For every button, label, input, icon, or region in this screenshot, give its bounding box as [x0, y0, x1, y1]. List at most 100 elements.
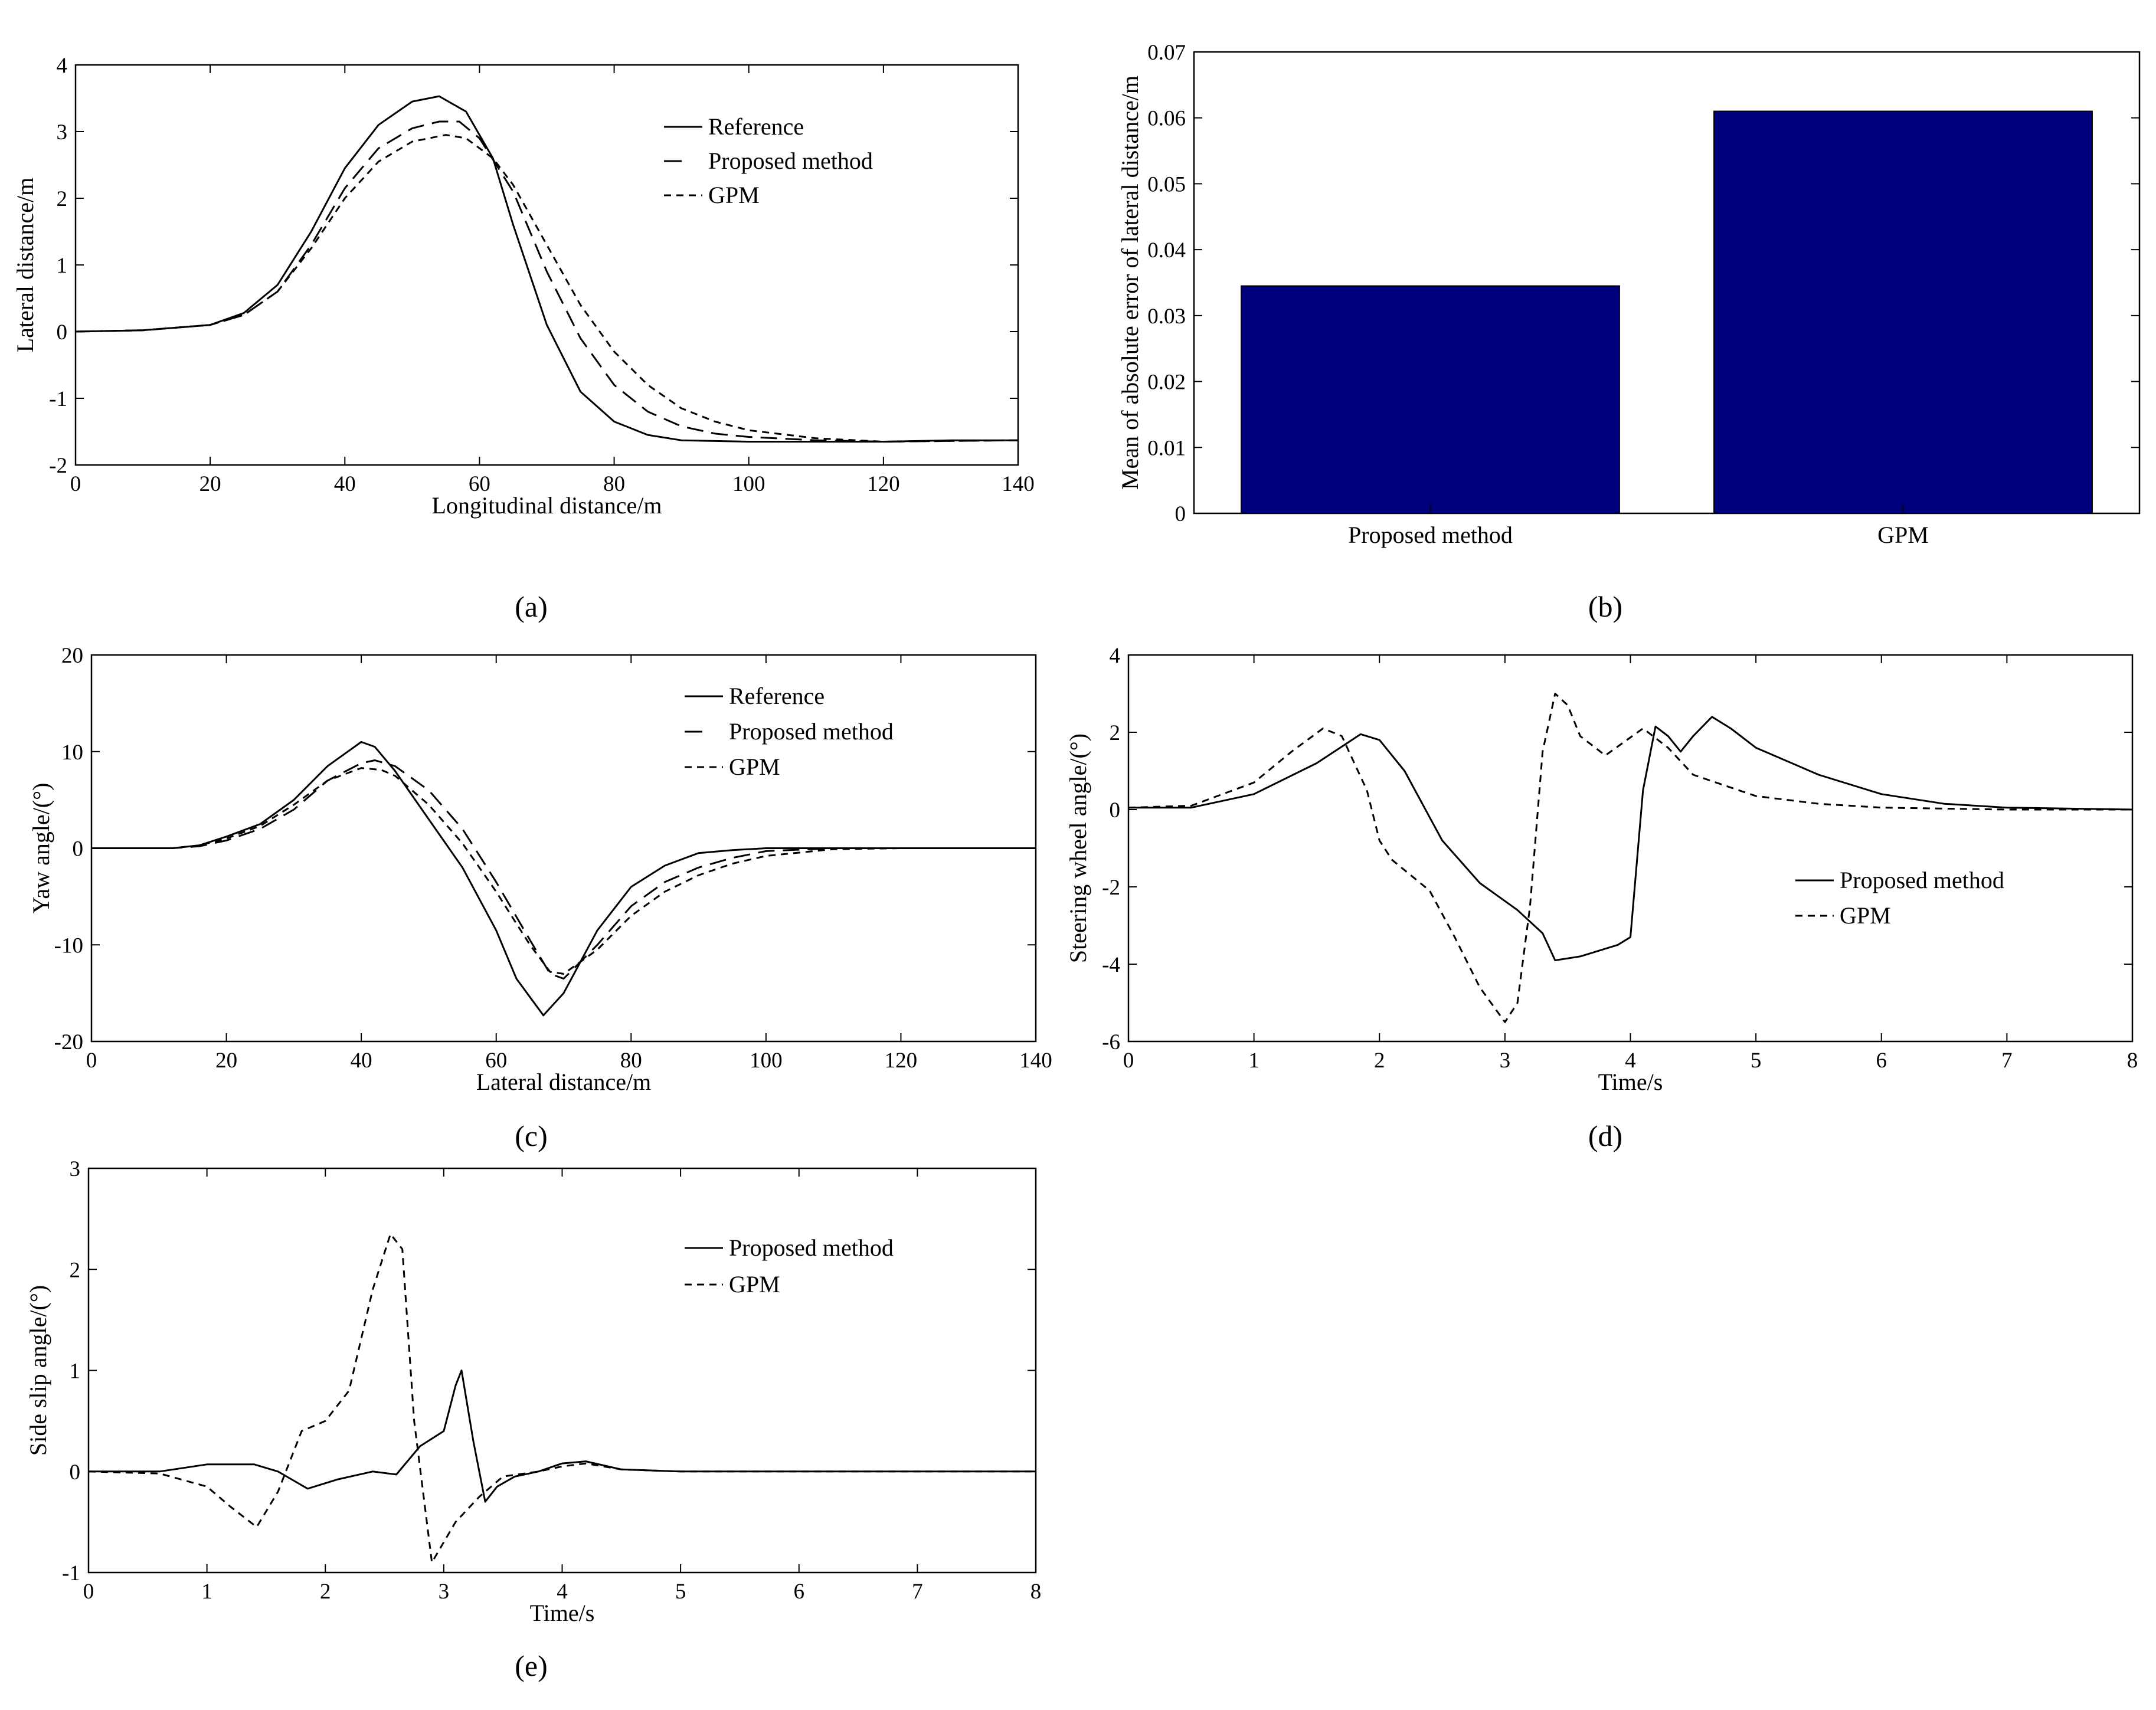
x-tick-label: 6	[1876, 1049, 1887, 1073]
x-tick-label: 40	[351, 1049, 372, 1073]
x-tick-label: 60	[485, 1049, 507, 1073]
legend-label: GPM	[1840, 902, 1891, 929]
y-tick-label: 0	[1110, 798, 1121, 823]
x-tick-label: 20	[215, 1049, 237, 1073]
x-tick-label: 80	[620, 1049, 642, 1073]
y-axis-label: Yaw angle/(°)	[28, 783, 54, 914]
y-tick-label: 3	[70, 1157, 81, 1181]
panel-label: (b)	[1588, 590, 1622, 623]
x-tick-label: 100	[750, 1049, 783, 1073]
y-tick-label: 0.01	[1147, 436, 1186, 460]
legend-label: GPM	[708, 182, 760, 208]
x-axis-label: Lateral distance/m	[476, 1069, 652, 1095]
x-tick-label: 140	[1002, 472, 1035, 496]
x-tick-label: 7	[912, 1580, 923, 1604]
y-tick-label: 2	[70, 1258, 81, 1282]
legend-label: Proposed method	[1840, 867, 2004, 893]
x-tick-label: 100	[732, 472, 765, 496]
panel-a: -2 -1 0 1 2 3 4 Lateral distance/m (a) 0 20 40 60 80 1…	[12, 54, 1035, 623]
y-tick-label: 0.05	[1147, 172, 1186, 196]
x-tick-label: 0	[83, 1580, 94, 1604]
x-tick-label: 40	[334, 472, 356, 496]
x-tick-label: 8	[1030, 1580, 1042, 1604]
x-tick-label: 0	[86, 1049, 97, 1073]
y-tick-label: 0.07	[1147, 41, 1186, 65]
y-tick-label: -2	[49, 454, 67, 478]
legend-label: Proposed method	[708, 148, 873, 174]
y-tick-label: 3	[57, 120, 68, 145]
x-tick-label: 60	[469, 472, 490, 496]
x-tick-label: 5	[675, 1580, 686, 1604]
series-line-gpm	[88, 1233, 1036, 1564]
x-tick-label: 3	[1500, 1049, 1511, 1073]
x-tick-label: 0	[1123, 1049, 1134, 1073]
x-tick-label: 0	[70, 472, 81, 496]
legend-label: Reference	[729, 683, 825, 709]
y-tick-label: -10	[54, 933, 83, 958]
y-axis-label: Side slip angle/(°)	[25, 1285, 51, 1456]
x-axis-label: Time/s	[530, 1600, 595, 1626]
y-tick-label: 4	[57, 54, 68, 78]
panel-label: (a)	[515, 590, 548, 623]
x-tick-label: 20	[199, 472, 221, 496]
panel-label: (e)	[515, 1649, 548, 1682]
legend-label: Proposed method	[729, 1234, 894, 1261]
y-tick-label: 10	[61, 741, 83, 765]
series-line-gpm	[75, 134, 1019, 443]
y-axis-label: Steering wheel angle/(°)	[1065, 733, 1091, 963]
series-line-proposed-method	[1128, 716, 2133, 961]
panel-label: (d)	[1588, 1119, 1622, 1152]
series-line-proposed-method	[89, 1370, 1036, 1503]
x-tick-label: 1	[1248, 1049, 1259, 1073]
y-tick-label: -1	[49, 387, 67, 411]
legend-label: GPM	[729, 1271, 780, 1298]
y-tick-label: 0	[1175, 502, 1186, 526]
panel-label: (c)	[515, 1119, 548, 1152]
bar	[1241, 285, 1620, 514]
legend-label: Reference	[708, 113, 804, 140]
y-tick-label: -20	[54, 1030, 83, 1054]
x-tick-label: 120	[885, 1049, 918, 1073]
y-tick-label: 2	[57, 187, 68, 211]
x-tick-label: 4	[1625, 1049, 1636, 1073]
y-tick-label: 0.04	[1147, 238, 1186, 263]
y-tick-label: -2	[1102, 876, 1120, 900]
x-tick-label: 80	[603, 472, 625, 496]
x-axis-label: Longitudinal distance/m	[432, 492, 662, 519]
x-category-label: Proposed method	[1348, 522, 1513, 548]
x-tick-label: 2	[1374, 1049, 1385, 1073]
x-tick-label: 3	[439, 1580, 450, 1604]
x-tick-label: 4	[557, 1580, 568, 1604]
y-tick-label: 4	[1110, 644, 1121, 668]
x-tick-label: 2	[320, 1580, 331, 1604]
legend-label: Proposed method	[729, 718, 894, 745]
y-tick-label: 0	[70, 1460, 81, 1485]
x-tick-label: 120	[867, 472, 900, 496]
y-tick-label: 1	[70, 1360, 81, 1384]
y-tick-label: -4	[1102, 953, 1120, 977]
y-axis-label: Mean of absolute error of lateral distan…	[1117, 76, 1143, 490]
x-tick-label: 6	[794, 1580, 805, 1604]
plot-frame	[1193, 51, 2141, 515]
x-tick-label: 8	[2127, 1049, 2138, 1073]
series-line-proposed-method	[91, 759, 901, 980]
y-tick-label: -1	[62, 1561, 80, 1585]
panel-c: -20 -10 0 10 20 Yaw angle/(°) (c) 0 20 40 60 80 100 1…	[28, 644, 1052, 1152]
y-tick-label: 2	[1110, 721, 1121, 745]
x-tick-label: 7	[2001, 1049, 2013, 1073]
y-tick-label: 0.03	[1147, 304, 1186, 329]
panel-d: -6 -4 -2 0 2 4 Steering wheel angle/(°) (d) 0 1 2 3…	[1065, 644, 2138, 1152]
bar	[1713, 110, 2093, 515]
y-tick-label: 20	[61, 644, 83, 668]
y-tick-label: -6	[1102, 1030, 1120, 1054]
y-tick-label: 0	[57, 320, 68, 345]
legend-label: GPM	[729, 754, 780, 780]
x-axis-label: Time/s	[1598, 1069, 1663, 1095]
series-line-gpm	[1128, 693, 2132, 1023]
y-tick-label: 0.02	[1147, 371, 1186, 395]
x-category-label: GPM	[1877, 522, 1929, 548]
y-tick-label: 1	[57, 254, 68, 278]
